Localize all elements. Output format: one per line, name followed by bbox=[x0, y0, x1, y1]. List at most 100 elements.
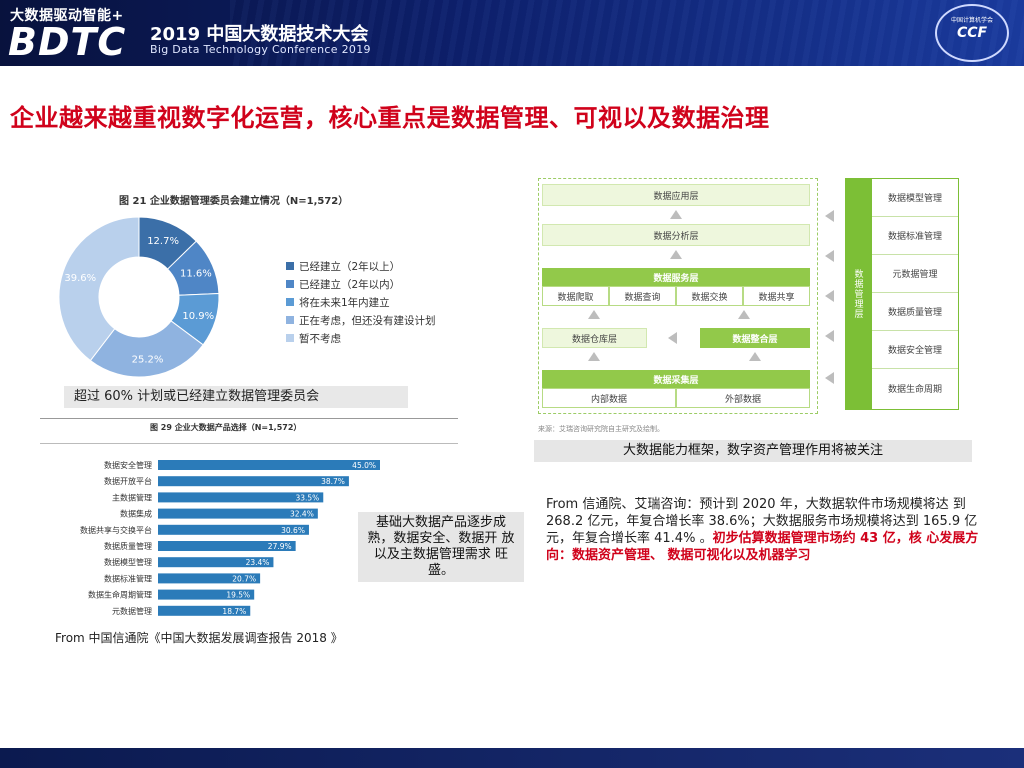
service-item: 数据交换 bbox=[676, 286, 743, 306]
layer-service: 数据服务层 bbox=[542, 268, 810, 286]
management-item: 元数据管理 bbox=[872, 255, 958, 293]
arrow-up-icon bbox=[588, 310, 600, 319]
layer-analysis: 数据分析层 bbox=[542, 224, 810, 246]
bar-value-label: 19.5% bbox=[226, 591, 250, 600]
bar bbox=[158, 573, 261, 584]
framework-caption: 大数据能力框架，数字资产管理作用将被关注 bbox=[534, 440, 972, 462]
mid-note: 基础大数据产品逐步成熟，数据安全、数据开 放以及主数据管理需求 旺盛。 bbox=[358, 512, 524, 582]
hbar-chart: 数据安全管理 45.0% 数据开放平台 38.7% 主数据管理 33.5% 数据集成 32.4… bbox=[80, 460, 380, 616]
source-right-highlight: 初步估算数据管理市场约 43 亿，核 心发展方向：数据资产管理、 数据可视化以及… bbox=[546, 531, 979, 563]
management-item: 数据模型管理 bbox=[872, 179, 958, 217]
donut-chart-card: 图 21 企业数据管理委员会建立情况（N=1,572） 12.7% 11.6% 10… bbox=[44, 182, 456, 408]
arrow-left-icon bbox=[825, 250, 834, 262]
donut-chart: 12.7% 11.6% 10.9% 25.2% 39.6% bbox=[58, 216, 220, 378]
bar bbox=[158, 605, 251, 616]
bar-value-label: 33.5% bbox=[295, 493, 319, 502]
layer-app: 数据应用层 bbox=[542, 184, 810, 206]
bar bbox=[158, 524, 309, 535]
service-item: 数据共享 bbox=[743, 286, 810, 306]
tagline: 大数据驱动智能+ bbox=[10, 8, 124, 24]
arrow-left-icon bbox=[825, 372, 834, 384]
arrow-up-icon bbox=[670, 250, 682, 259]
bar-category-label: 数据开放平台 bbox=[104, 476, 152, 486]
bar-value-label: 30.6% bbox=[281, 526, 305, 535]
bar-value-label: 20.7% bbox=[232, 574, 256, 583]
arrow-left-icon bbox=[825, 210, 834, 222]
donut-value-label: 11.6% bbox=[180, 268, 212, 279]
collection-item: 内部数据 bbox=[542, 388, 676, 408]
bar-value-label: 38.7% bbox=[321, 477, 345, 486]
conference-title-en: Big Data Technology Conference 2019 bbox=[150, 43, 371, 56]
arrow-left-icon bbox=[825, 290, 834, 302]
layer-integration: 数据整合层 bbox=[700, 328, 810, 348]
management-item: 数据安全管理 bbox=[872, 331, 958, 369]
donut-legend: 已经建立（2年以上） 已经建立（2年以内） 将在未来1年内建立 正在考虑，但还没有建设… bbox=[286, 257, 436, 347]
header-banner: 大数据驱动智能+ BDTC 2019 中国大数据技术大会 Big Data Te… bbox=[0, 0, 1024, 66]
layer-warehouse: 数据仓库层 bbox=[542, 328, 647, 348]
arrow-up-icon bbox=[670, 210, 682, 219]
bar-value-label: 45.0% bbox=[352, 461, 376, 470]
donut-value-label: 39.6% bbox=[64, 273, 96, 284]
management-item: 数据标准管理 bbox=[872, 217, 958, 255]
bar-value-label: 32.4% bbox=[290, 510, 314, 519]
arrow-left-icon bbox=[825, 330, 834, 342]
legend-item: 正在考虑，但还没有建设计划 bbox=[286, 311, 436, 329]
brand-logo-text: BDTC bbox=[8, 20, 127, 64]
hbar-chart-title: 图 29 企业大数据产品选择（N=1,572） bbox=[150, 423, 302, 432]
management-layer-title: 数据管理层 bbox=[845, 178, 871, 410]
bar-category-label: 数据质量管理 bbox=[104, 541, 152, 551]
ccf-logo: 中国计算机学会 CCF bbox=[935, 4, 1009, 62]
bar-category-label: 数据模型管理 bbox=[104, 557, 152, 567]
bar bbox=[158, 557, 274, 568]
collection-item: 外部数据 bbox=[676, 388, 810, 408]
legend-item: 已经建立（2年以内） bbox=[286, 275, 436, 293]
legend-item: 已经建立（2年以上） bbox=[286, 257, 436, 275]
conference-title-cn: 2019 中国大数据技术大会 bbox=[150, 24, 369, 45]
bar bbox=[158, 589, 255, 600]
legend-swatch bbox=[286, 298, 294, 306]
legend-item: 暂不考虑 bbox=[286, 329, 436, 347]
bar-value-label: 27.9% bbox=[268, 542, 292, 551]
legend-label: 已经建立（2年以上） bbox=[299, 260, 401, 273]
legend-swatch bbox=[286, 334, 294, 342]
source-left: From 中国信通院《中国大数据发展调查报告 2018 》 bbox=[55, 631, 343, 645]
bar-category-label: 数据标准管理 bbox=[104, 573, 152, 583]
bar bbox=[158, 476, 349, 487]
donut-callout: 超过 60% 计划或已经建立数据管理委员会 bbox=[64, 386, 408, 408]
legend-label: 已经建立（2年以内） bbox=[299, 278, 401, 291]
management-item: 数据质量管理 bbox=[872, 293, 958, 331]
bar-value-label: 18.7% bbox=[222, 607, 246, 616]
management-layer-list: 数据模型管理 数据标准管理 元数据管理 数据质量管理 数据安全管理 数据生命周期 bbox=[871, 178, 959, 410]
management-item: 数据生命周期 bbox=[887, 384, 942, 395]
donut-value-label: 25.2% bbox=[132, 354, 164, 365]
hbar-chart-card: 图 29 企业大数据产品选择（N=1,572） 数据安全管理 45.0% 数据开放平… bbox=[40, 418, 458, 626]
arrow-up-icon bbox=[738, 310, 750, 319]
legend-swatch bbox=[286, 316, 294, 324]
divider bbox=[40, 418, 458, 419]
arrow-up-icon bbox=[588, 352, 600, 361]
legend-swatch bbox=[286, 262, 294, 270]
bar-category-label: 数据安全管理 bbox=[104, 460, 152, 470]
service-item: 数据爬取 bbox=[542, 286, 609, 306]
framework-outer-frame bbox=[538, 178, 818, 414]
bar-category-label: 元数据管理 bbox=[112, 606, 152, 616]
bar-category-label: 数据共享与交换平台 bbox=[80, 525, 152, 535]
donut-slice bbox=[58, 216, 140, 362]
bar bbox=[158, 460, 380, 470]
donut-value-label: 10.9% bbox=[182, 311, 214, 322]
page-title: 企业越来越重视数字化运营，核心重点是数据管理、可视以及数据治理 bbox=[10, 104, 770, 132]
arrow-up-icon bbox=[749, 352, 761, 361]
service-item: 数据查询 bbox=[609, 286, 676, 306]
bar-value-label: 23.4% bbox=[246, 558, 270, 567]
framework-diagram: 数据应用层 数据分析层 数据服务层 数据爬取 数据查询 数据交换 数据共享 数据… bbox=[530, 172, 966, 434]
arrow-left-icon bbox=[668, 332, 677, 344]
banner-decoration bbox=[230, 0, 1024, 66]
divider bbox=[40, 443, 458, 444]
bar-category-label: 主数据管理 bbox=[112, 492, 152, 502]
bar-category-label: 数据集成 bbox=[120, 509, 152, 519]
bar bbox=[158, 508, 318, 519]
bar bbox=[158, 492, 324, 503]
bar bbox=[158, 541, 296, 551]
legend-swatch bbox=[286, 280, 294, 288]
framework-source: 来源：艾瑞咨询研究院自主研究及绘制。 bbox=[538, 425, 664, 433]
